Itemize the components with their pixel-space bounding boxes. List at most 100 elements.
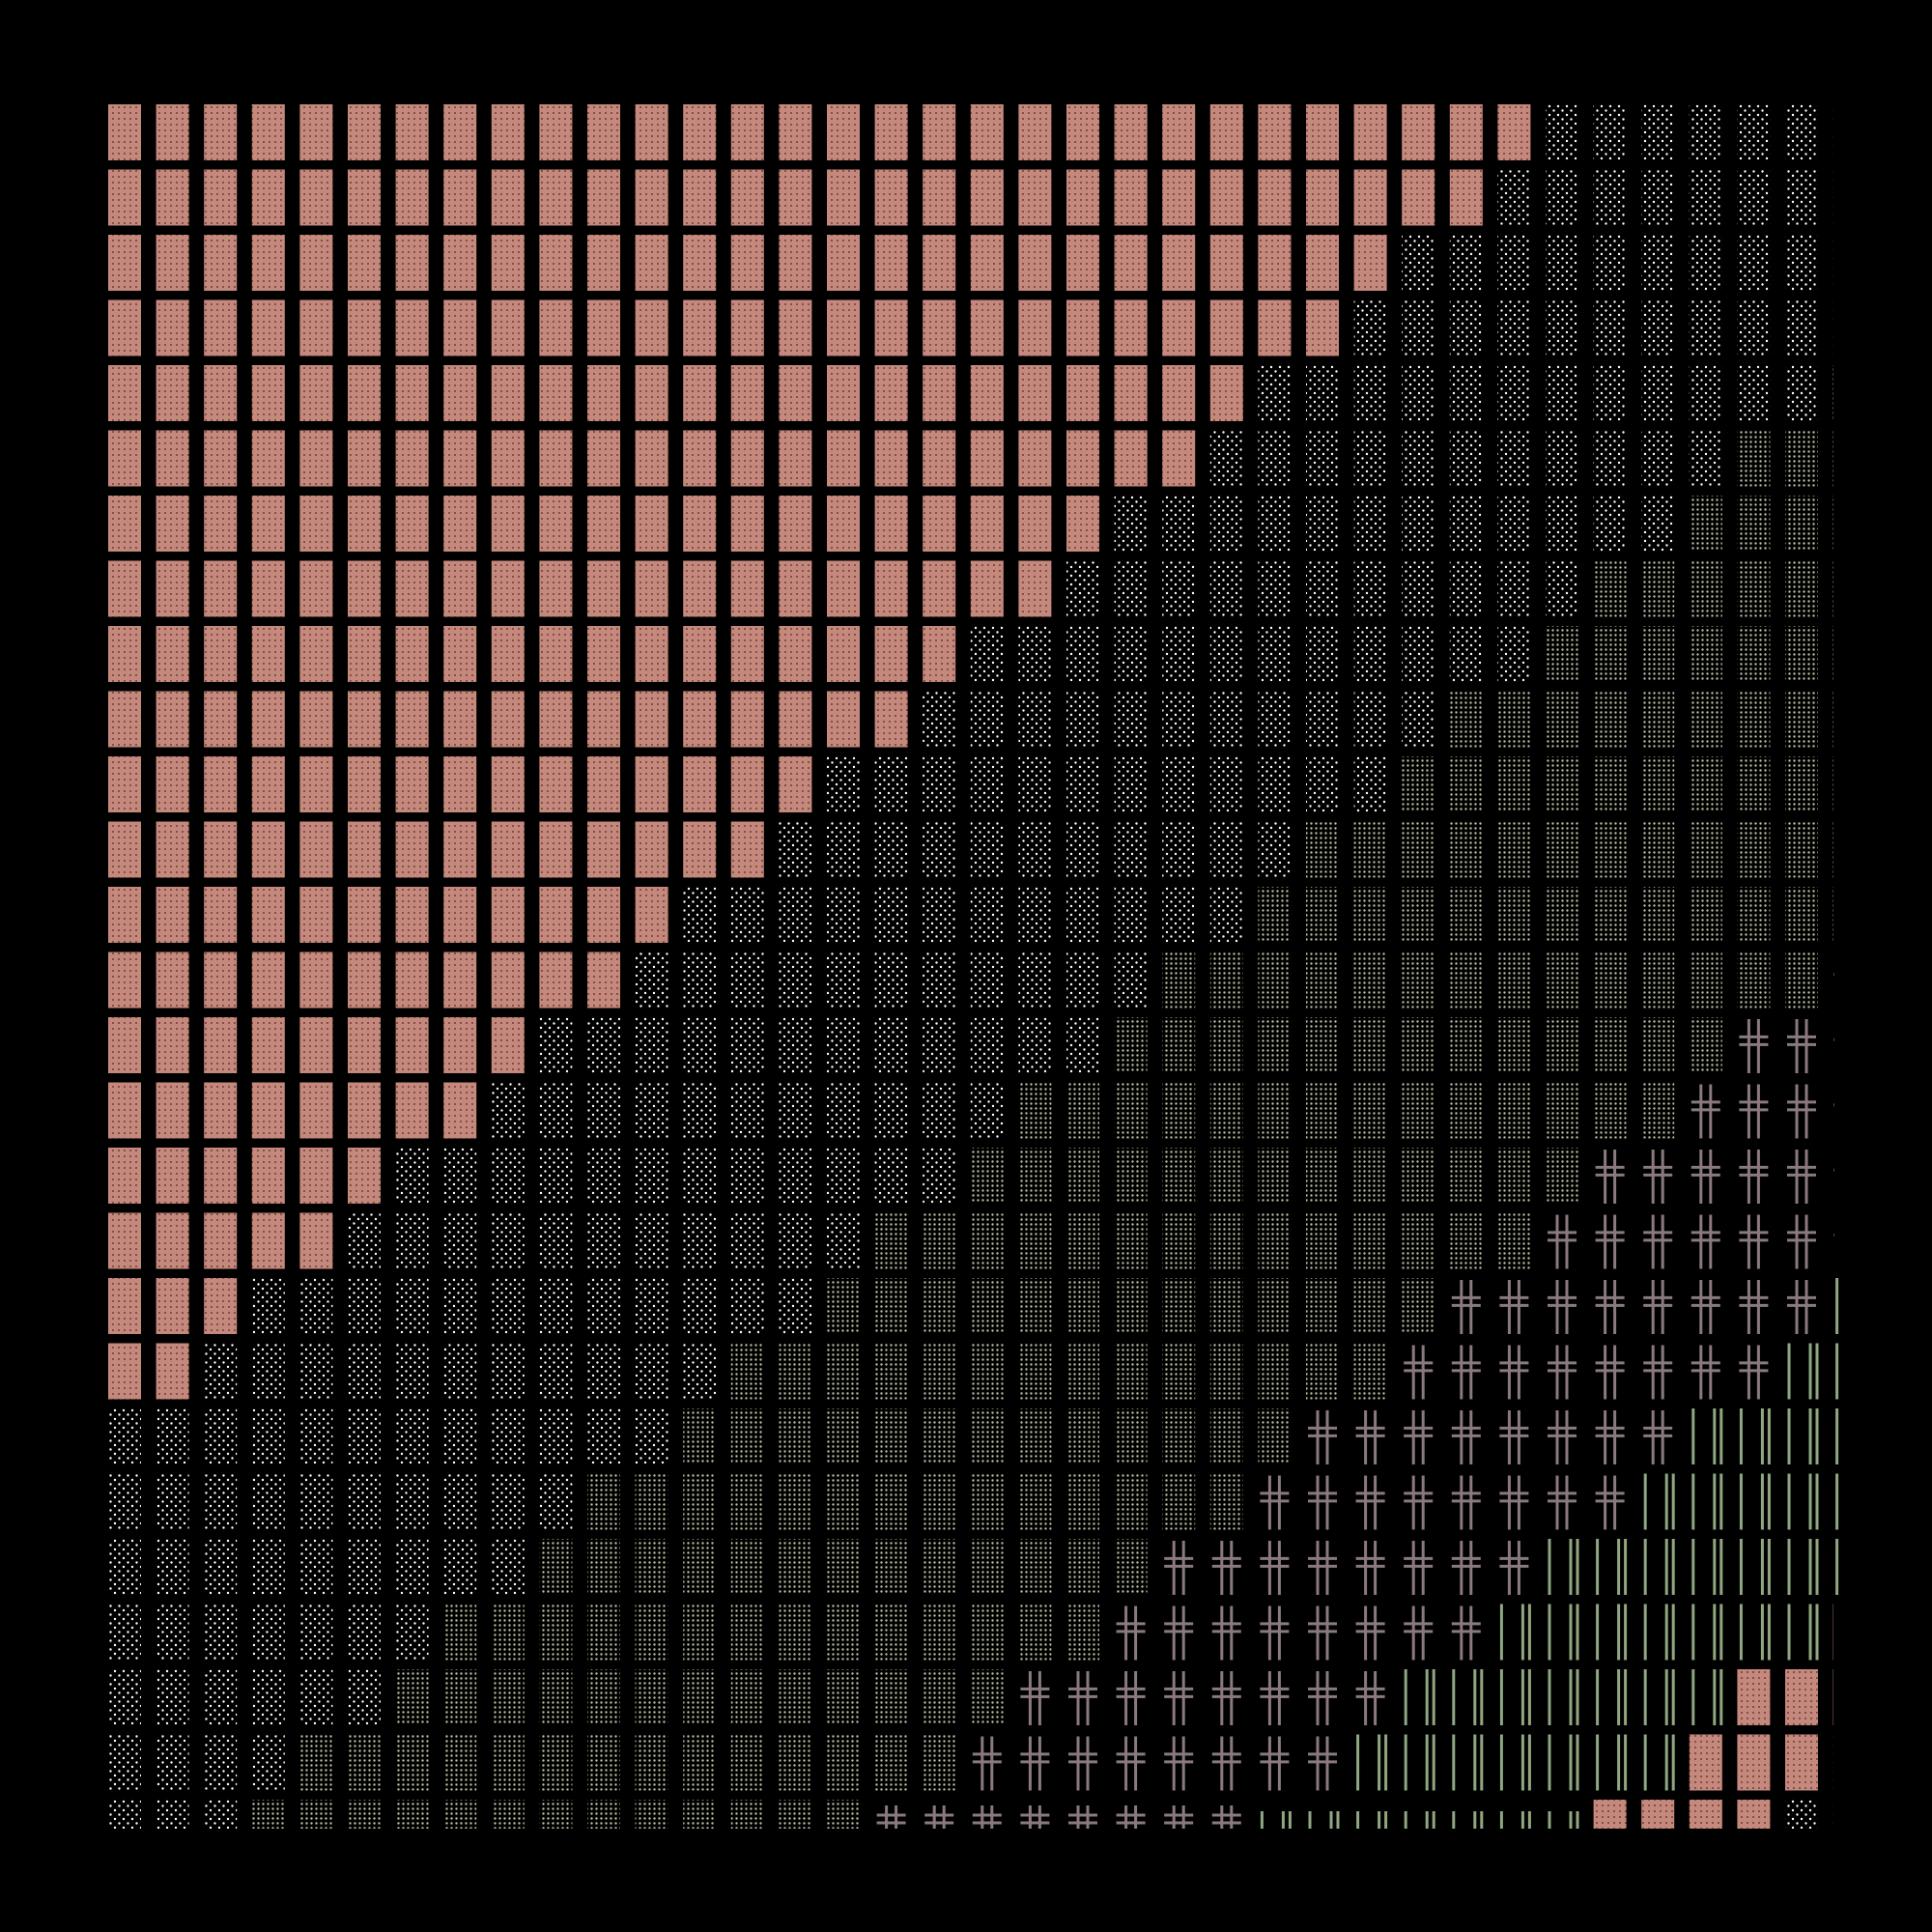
double-cross-tile: [1068, 1805, 1097, 1829]
sparse-dot-tile: [251, 1669, 285, 1725]
dense-dot-tile: [730, 1473, 764, 1530]
salmon-block-tile: [204, 169, 238, 226]
dense-dot-tile: [587, 1734, 620, 1791]
dense-dot-tile: [1402, 1082, 1435, 1139]
sparse-dot-tile: [491, 1539, 525, 1595]
sparse-dot-tile: [1593, 430, 1627, 487]
sparse-dot-tile: [156, 1473, 189, 1530]
dense-dot-tile: [1018, 1539, 1052, 1595]
sparse-dot-tile: [587, 1408, 620, 1464]
salmon-block-tile: [730, 235, 764, 291]
dense-dot-tile: [587, 1669, 620, 1725]
dense-dot-tile: [1449, 1082, 1483, 1139]
sparse-dot-tile: [1162, 756, 1196, 812]
sparse-dot-tile: [1018, 952, 1052, 1009]
salmon-block-tile: [587, 887, 620, 943]
sparse-dot-tile: [1114, 496, 1148, 552]
sparse-dot-tile: [108, 1800, 141, 1829]
sparse-dot-tile: [635, 1212, 668, 1269]
sparse-dot-tile: [683, 952, 717, 1009]
salmon-block-tile: [683, 104, 717, 160]
double-cross-tile: [1499, 1280, 1529, 1334]
double-cross-tile: [1548, 1345, 1577, 1400]
salmon-block-tile: [108, 626, 141, 682]
dense-dot-tile: [923, 1343, 956, 1400]
sparse-dot-tile: [1402, 299, 1435, 356]
salmon-block-tile: [1114, 235, 1148, 291]
dense-dot-tile: [395, 1669, 429, 1725]
dense-dot-tile: [1258, 1278, 1292, 1334]
dense-dot-tile: [874, 1408, 908, 1464]
salmon-block-tile: [923, 235, 956, 291]
salmon-block-tile: [683, 626, 717, 682]
dense-dot-tile: [251, 1800, 285, 1829]
double-cross-tile: [1499, 1541, 1529, 1595]
sparse-dot-tile: [1785, 1800, 1818, 1829]
salmon-block-tile: [395, 235, 429, 291]
salmon-block-tile: [491, 821, 525, 878]
salmon-block-tile: [251, 1082, 285, 1139]
sparse-dot-tile: [299, 1473, 333, 1530]
sparse-dot-tile: [1546, 365, 1578, 421]
sparse-dot-tile: [539, 1343, 573, 1400]
dense-dot-tile: [539, 1539, 573, 1595]
sparse-dot-tile: [1258, 365, 1292, 421]
green-bar-tile: [1356, 1734, 1388, 1791]
dense-dot-tile: [874, 1604, 908, 1661]
salmon-block-tile: [204, 821, 238, 878]
salmon-block-tile: [251, 496, 285, 552]
sparse-dot-tile: [1449, 496, 1483, 552]
sparse-dot-tile: [1402, 626, 1435, 682]
sparse-dot-tile: [1497, 235, 1531, 291]
sparse-dot-tile: [1689, 104, 1722, 160]
dense-dot-tile: [827, 1408, 860, 1464]
sparse-dot-tile: [1162, 887, 1196, 943]
dense-dot-tile: [1209, 1082, 1243, 1139]
dense-dot-tile: [1546, 1017, 1578, 1073]
salmon-block-tile: [779, 756, 812, 812]
salmon-block-tile: [108, 560, 141, 617]
dense-dot-tile: [1737, 952, 1771, 1009]
salmon-block-tile: [730, 365, 764, 421]
sparse-dot-tile: [1497, 169, 1531, 226]
salmon-block-tile: [348, 365, 381, 421]
salmon-block-tile: [874, 626, 908, 682]
sparse-dot-tile: [1018, 691, 1052, 748]
green-bar-tile: [1452, 1811, 1484, 1829]
salmon-block-tile: [204, 626, 238, 682]
sparse-dot-tile: [1209, 887, 1243, 943]
sparse-dot-tile: [108, 1473, 141, 1530]
sparse-dot-tile: [1785, 235, 1818, 291]
dense-dot-tile: [1402, 756, 1435, 812]
sparse-dot-tile: [874, 952, 908, 1009]
dense-dot-tile: [683, 1408, 717, 1464]
dense-dot-tile: [1497, 1017, 1531, 1073]
dense-dot-tile: [1353, 887, 1387, 943]
salmon-block-tile: [970, 496, 1004, 552]
double-cross-tile: [1739, 1280, 1769, 1334]
sparse-dot-tile: [1353, 691, 1387, 748]
salmon-block-tile: [1114, 430, 1148, 487]
dense-dot-tile: [1593, 691, 1627, 748]
salmon-block-tile: [683, 430, 717, 487]
sparse-dot-tile: [299, 1669, 333, 1725]
tile-grid: [108, 104, 1839, 1829]
green-bar-tile: [1404, 1734, 1435, 1791]
salmon-block-tile: [299, 821, 333, 878]
salmon-block-tile: [156, 1017, 189, 1073]
sparse-dot-tile: [1497, 496, 1531, 552]
salmon-block-tile: [299, 756, 333, 812]
sparse-dot-tile: [1018, 821, 1052, 878]
salmon-block-tile: [156, 1082, 189, 1139]
sparse-dot-tile: [108, 1734, 141, 1791]
sparse-dot-tile: [683, 1017, 717, 1073]
salmon-block-tile: [635, 691, 668, 748]
salmon-block-tile: [443, 1017, 477, 1073]
double-cross-tile: [1690, 1345, 1720, 1400]
sparse-dot-tile: [1449, 365, 1483, 421]
dense-dot-tile: [1018, 1278, 1052, 1334]
salmon-block-tile: [395, 365, 429, 421]
salmon-block-tile: [204, 1082, 238, 1139]
dense-dot-tile: [1546, 821, 1578, 878]
salmon-block-tile: [251, 430, 285, 487]
